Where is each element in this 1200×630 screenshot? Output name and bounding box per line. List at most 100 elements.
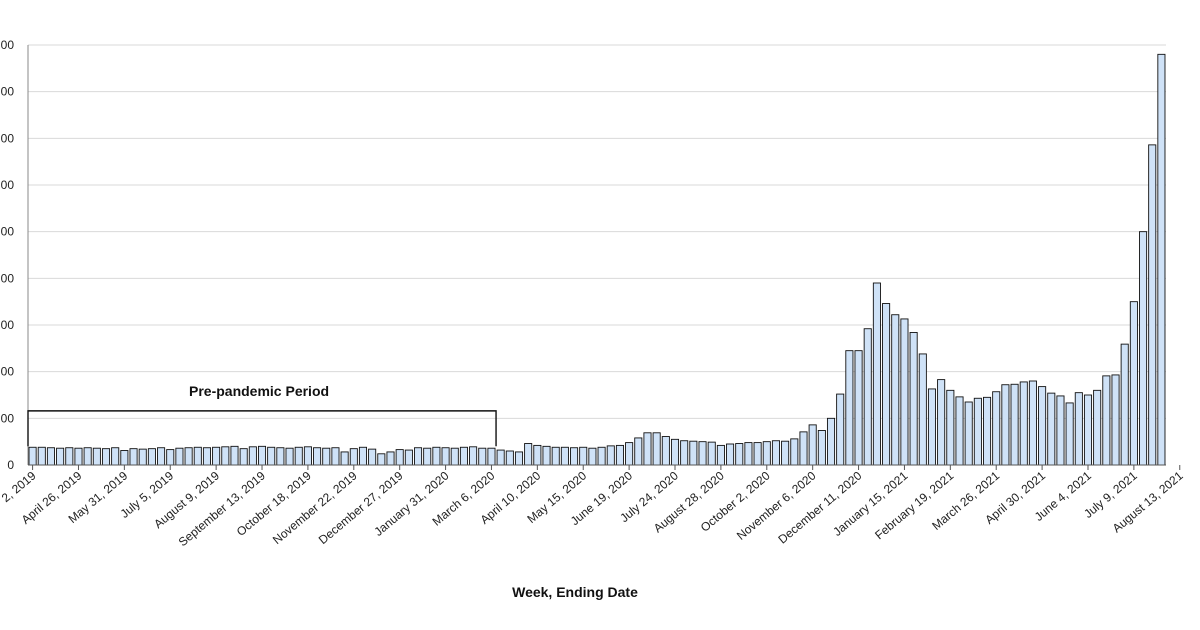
bar [37, 446, 46, 466]
bar [781, 440, 790, 466]
bar [1111, 374, 1120, 466]
bar [101, 448, 111, 466]
bar [248, 446, 257, 466]
bar [423, 447, 432, 466]
bar [790, 438, 799, 466]
bar [1157, 53, 1166, 466]
bar [533, 444, 542, 466]
bar [597, 446, 606, 466]
annotations: Pre-pandemic Period [27, 383, 497, 447]
x-tick-label: 2, 2019 [0, 468, 39, 505]
bar [349, 448, 358, 466]
bar [1148, 144, 1157, 466]
bar [891, 314, 900, 466]
bar [1038, 386, 1047, 466]
bar [469, 446, 478, 466]
bar [313, 447, 322, 466]
bar [716, 444, 725, 466]
bar [514, 451, 524, 466]
bar [551, 446, 560, 466]
bar [285, 447, 294, 466]
bar [661, 436, 670, 466]
bar [28, 446, 37, 466]
bar [157, 447, 166, 466]
bar [964, 401, 973, 466]
bar [1074, 392, 1083, 466]
bar [111, 447, 120, 466]
bar [1129, 301, 1138, 466]
bar [441, 447, 450, 466]
bar [615, 444, 624, 466]
bar [560, 446, 569, 466]
bar [670, 438, 680, 466]
bar [230, 445, 239, 466]
bar [762, 441, 771, 466]
bar [680, 440, 689, 466]
bar [1093, 389, 1102, 466]
bar [992, 391, 1001, 466]
bar [771, 440, 780, 466]
y-tick-label: 00 [1, 271, 15, 285]
bar [478, 447, 487, 466]
bar [1028, 380, 1037, 466]
bar [83, 447, 92, 466]
bar [808, 424, 817, 466]
bar [909, 332, 918, 466]
bar [257, 445, 267, 466]
bar [735, 443, 744, 466]
bar [138, 448, 147, 466]
bar [1047, 392, 1056, 466]
bar [1102, 375, 1111, 466]
x-tick-label: February 19, 2021 [872, 468, 956, 542]
bar [689, 440, 698, 466]
bar [65, 447, 74, 466]
bar [606, 445, 615, 466]
bar [303, 446, 312, 466]
bar [836, 393, 845, 466]
bar [129, 448, 138, 466]
bar [542, 445, 551, 466]
bar [826, 417, 836, 466]
x-tick-label: December 11, 2020 [775, 468, 864, 546]
bar [973, 397, 982, 466]
bar [1065, 402, 1074, 466]
bar [1010, 383, 1019, 466]
bar [863, 328, 872, 466]
x-tick-label: December 27, 2019 [316, 468, 406, 547]
bar [294, 446, 303, 466]
bar [707, 441, 716, 466]
bar [386, 451, 395, 466]
bar [1001, 384, 1010, 466]
bar [331, 447, 340, 466]
bar [1083, 394, 1093, 466]
y-tick-label: 00 [1, 318, 15, 332]
bar [652, 432, 661, 466]
bar [175, 447, 184, 466]
bar [505, 450, 514, 466]
bars [28, 53, 1166, 466]
bar [184, 447, 193, 466]
bar [524, 443, 533, 466]
bar [432, 446, 441, 466]
bar [92, 447, 101, 466]
bar [239, 448, 248, 466]
bar [1019, 381, 1028, 466]
bar [1056, 395, 1065, 466]
bar [927, 388, 937, 466]
x-tick-label: November 6, 2020 [734, 468, 819, 542]
y-tick-label: 00 [1, 225, 15, 239]
bar [634, 437, 643, 466]
bar [496, 449, 505, 466]
bar [487, 447, 496, 466]
bar [368, 448, 377, 466]
bar [937, 379, 946, 466]
bar [358, 446, 368, 466]
bar [955, 396, 964, 466]
y-tick-label: 00 [1, 131, 15, 145]
bar [579, 446, 588, 466]
bar [1120, 343, 1129, 466]
